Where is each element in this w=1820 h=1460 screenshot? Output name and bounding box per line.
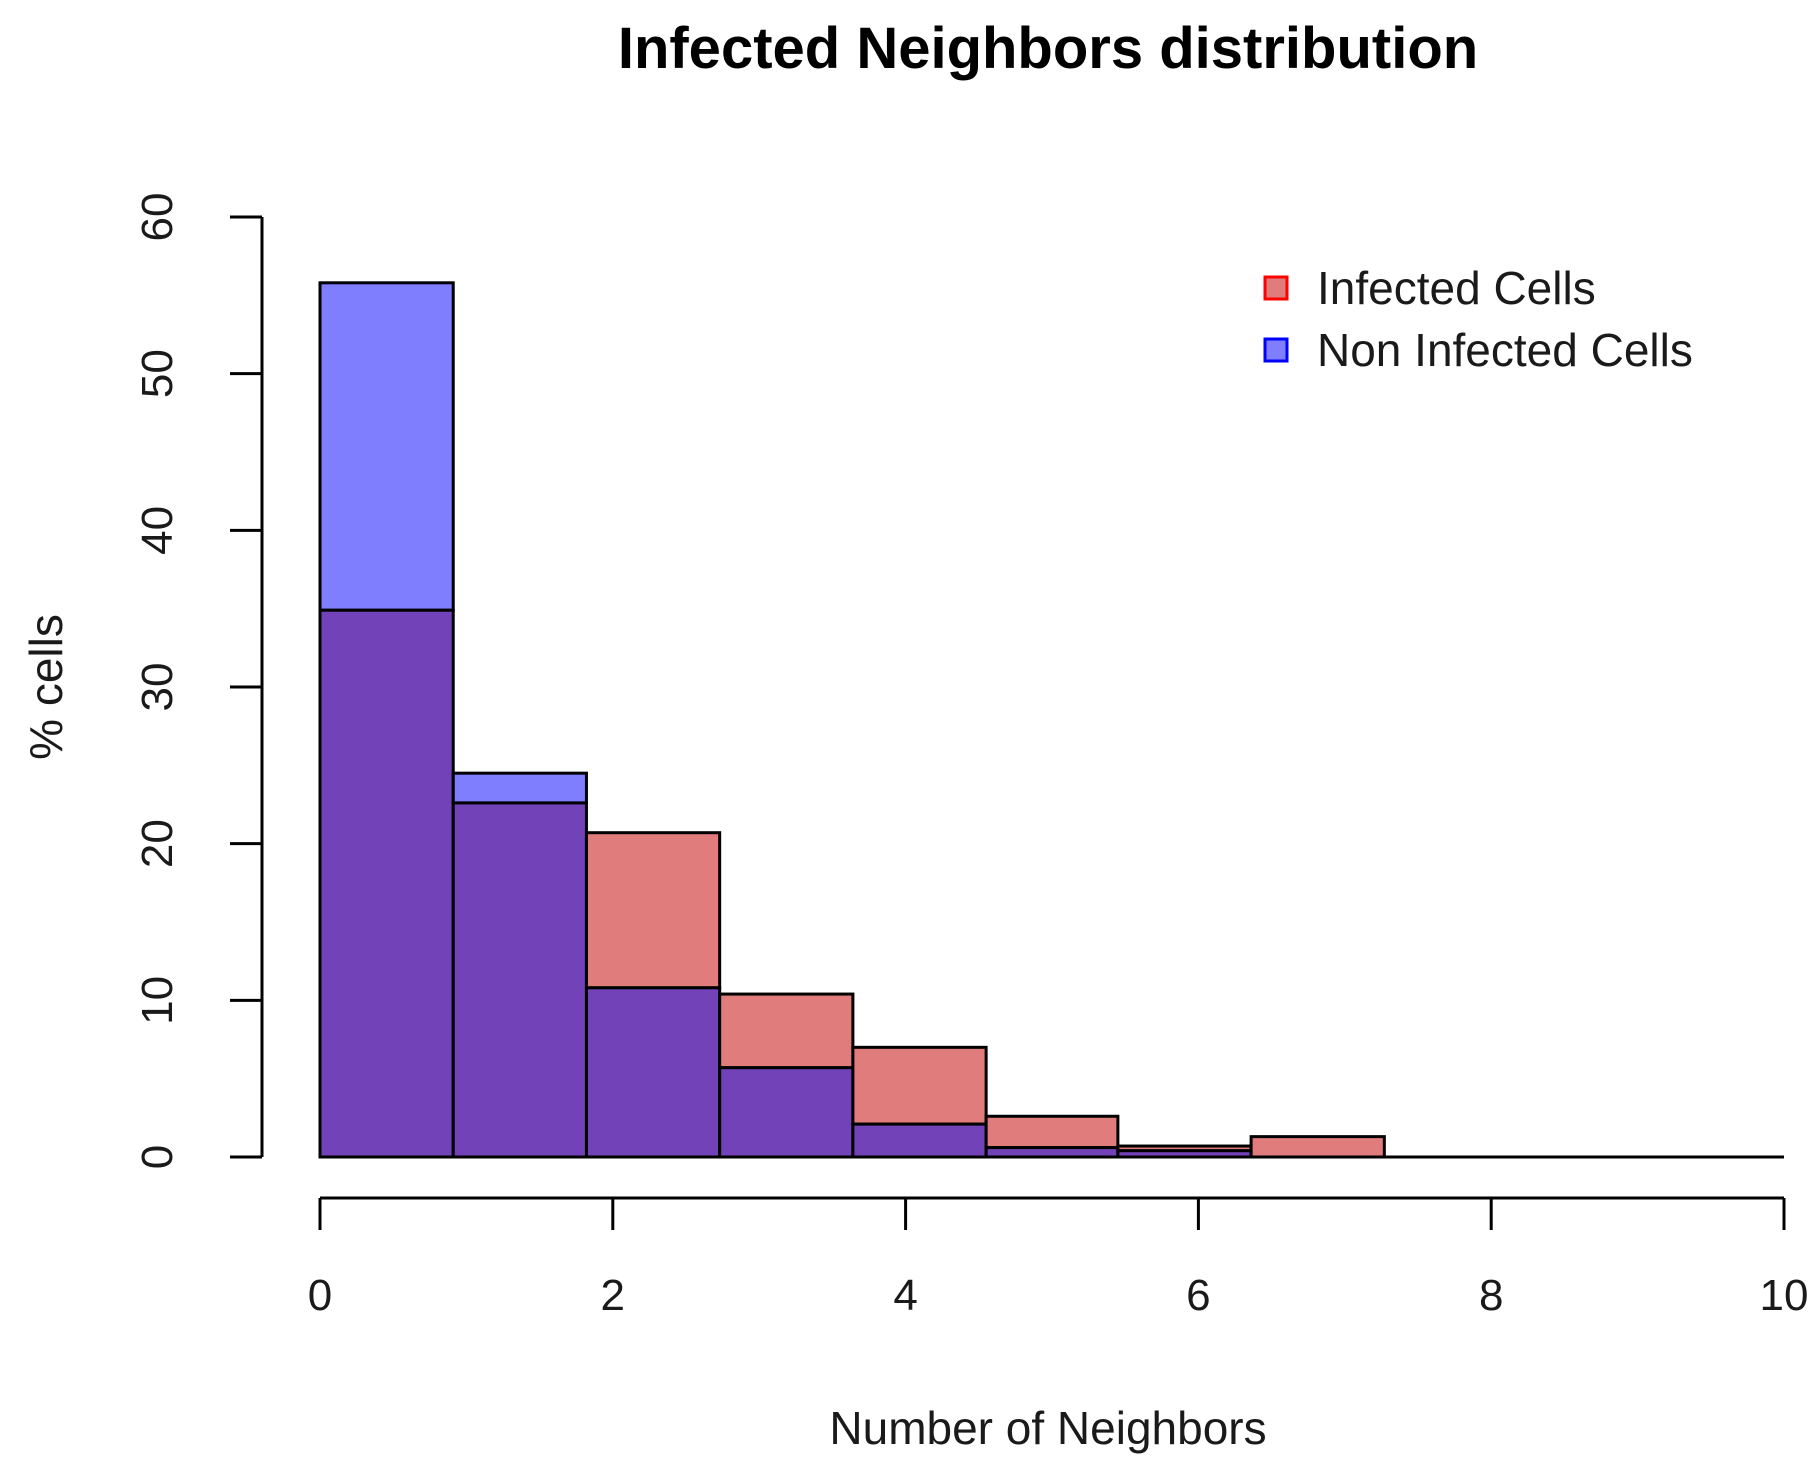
- histogram-bar-overlap: [584, 986, 722, 1159]
- x-tick-label: 8: [1479, 1271, 1503, 1320]
- y-axis-label: % cells: [20, 614, 72, 760]
- y-tick-label: 50: [133, 349, 182, 398]
- legend-swatch: [1263, 337, 1289, 363]
- y-axis: 0 10 20 30 40 50 60: [133, 193, 264, 1169]
- legend-swatch: [1263, 275, 1289, 301]
- x-tick-label: 4: [893, 1271, 917, 1320]
- x-axis: 0 2 4 6 8 10: [308, 1196, 1809, 1320]
- bars-group: [318, 281, 1784, 1159]
- histogram-bar-upper: [451, 771, 588, 805]
- y-tick-label: 20: [133, 819, 182, 868]
- x-tick-label: 10: [1760, 1271, 1809, 1320]
- legend-label: Infected Cells: [1317, 262, 1596, 314]
- y-tick-label: 60: [133, 193, 182, 242]
- y-tick-label: 10: [133, 976, 182, 1025]
- x-tick-label: 6: [1186, 1271, 1210, 1320]
- y-tick-label: 40: [133, 506, 182, 555]
- histogram-bar-upper: [984, 1114, 1120, 1150]
- chart-title: Infected Neighbors distribution: [618, 16, 1478, 81]
- histogram-bar-upper: [718, 992, 855, 1070]
- histogram-bar-upper: [584, 831, 722, 990]
- x-axis-label: Number of Neighbors: [829, 1402, 1266, 1454]
- legend: Infected Cells Non Infected Cells: [1263, 262, 1693, 376]
- histogram-bar-overlap: [451, 801, 588, 1159]
- x-tick-label: 2: [601, 1271, 625, 1320]
- histogram-bar-overlap: [851, 1122, 988, 1159]
- histogram-bar-overlap: [318, 608, 455, 1159]
- y-tick-label: 30: [133, 663, 182, 712]
- x-tick-label: 0: [308, 1271, 332, 1320]
- histogram-bar-overlap: [718, 1066, 855, 1159]
- legend-label: Non Infected Cells: [1317, 324, 1693, 376]
- histogram-bar-upper: [851, 1045, 988, 1126]
- histogram-bar-upper: [318, 281, 455, 612]
- histogram-bar-upper: [1249, 1135, 1386, 1159]
- y-tick-label: 0: [133, 1145, 182, 1169]
